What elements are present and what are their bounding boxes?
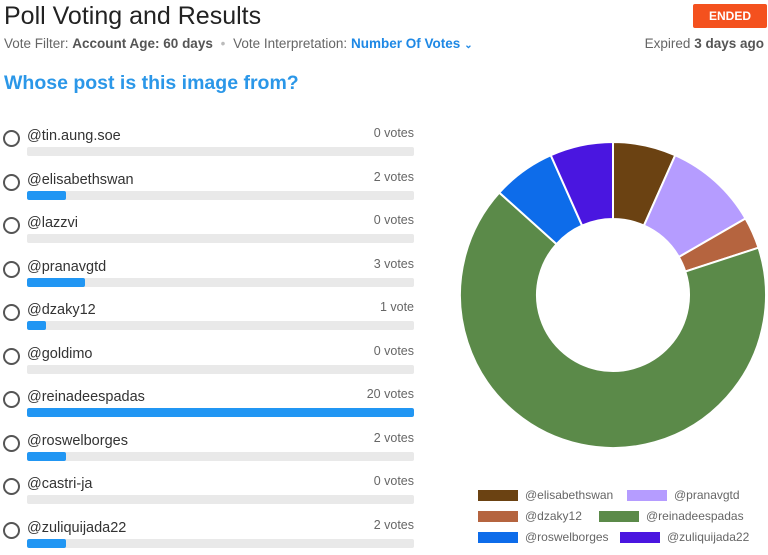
radio-button[interactable]: [3, 434, 20, 452]
legend-label: @reinadeespadas: [646, 509, 744, 523]
radio-button[interactable]: [3, 347, 20, 365]
poll-option[interactable]: @castri-ja 0 votes: [0, 471, 420, 511]
option-votes: 0 votes: [373, 126, 414, 140]
vote-interpretation-dropdown[interactable]: Number Of Votes ⌄: [351, 36, 473, 51]
vote-bar-fill: [27, 190, 66, 200]
option-label: @elisabethswan: [27, 171, 134, 188]
legend-swatch: [478, 510, 518, 522]
legend-item: @dzaky12: [478, 509, 582, 523]
option-votes: 20 votes: [366, 387, 414, 401]
vote-bar-track: [27, 538, 414, 548]
option-label: @reinadeespadas: [27, 389, 145, 405]
option-label: @tin.aung.soe: [27, 128, 121, 144]
vote-bar-track: [27, 234, 414, 243]
poll-option[interactable]: @reinadeespadas 20 votes: [0, 384, 420, 424]
option-label: @lazzvi: [27, 215, 78, 231]
legend-swatch: [478, 489, 518, 501]
radio-button[interactable]: [3, 173, 20, 191]
poll-option[interactable]: @pranavgtd 3 votes: [0, 254, 420, 294]
poll-option[interactable]: @elisabethswan 2 votes: [0, 167, 420, 207]
option-label: @goldimo: [27, 345, 93, 362]
option-label: @dzaky12: [27, 302, 96, 318]
vote-filter-label: Vote Filter:: [4, 36, 69, 51]
vote-bar-track: [27, 495, 414, 504]
option-label: @castri-ja: [27, 476, 93, 492]
legend-swatch: [478, 531, 518, 543]
legend-item: @reinadeespadas: [599, 509, 744, 523]
option-votes: 0 votes: [373, 474, 414, 488]
radio-button[interactable]: [3, 478, 20, 495]
status-badge: ENDED: [693, 4, 767, 28]
radio-button[interactable]: [3, 217, 20, 234]
radio-button[interactable]: [3, 304, 20, 321]
vote-bar-fill: [27, 538, 66, 548]
option-votes: 0 votes: [373, 343, 414, 358]
vote-bar-fill: [27, 321, 47, 330]
radio-button[interactable]: [3, 521, 20, 539]
legend-label: @pranavgtd: [674, 488, 740, 502]
expired-text: Expired 3 days ago: [645, 36, 764, 51]
filter-row: Vote Filter: Account Age: 60 days • Vote…: [4, 36, 473, 51]
option-votes: 2 votes: [373, 430, 414, 445]
poll-question: Whose post is this image from?: [4, 72, 299, 94]
option-label: @zuliquijada22: [27, 519, 127, 536]
expired-prefix: Expired: [644, 36, 691, 51]
chevron-down-icon: ⌄: [464, 40, 473, 51]
option-votes: 2 votes: [373, 517, 414, 532]
option-votes: 0 votes: [373, 213, 414, 227]
legend-item: @pranavgtd: [627, 488, 740, 502]
option-votes: 1 vote: [379, 300, 414, 314]
poll-option[interactable]: @zuliquijada22 2 votes: [0, 515, 420, 555]
poll-option[interactable]: @roswelborges 2 votes: [0, 428, 420, 468]
legend-label: @dzaky12: [525, 509, 582, 523]
vote-bar-track: [27, 190, 414, 200]
vote-interpretation-label: Vote Interpretation:: [233, 36, 348, 51]
poll-option[interactable]: @tin.aung.soe 0 votes: [0, 123, 420, 163]
vote-bar-track: [27, 451, 414, 461]
results-donut-chart: [459, 140, 767, 449]
legend-label: @zuliquijada22: [667, 530, 750, 544]
vote-bar-fill: [27, 408, 414, 417]
radio-button[interactable]: [3, 260, 20, 278]
vote-bar-track: [27, 321, 414, 330]
option-label: @roswelborges: [27, 432, 128, 449]
poll-option[interactable]: @goldimo 0 votes: [0, 341, 420, 381]
donut-slice: [459, 191, 767, 449]
legend-swatch: [599, 510, 639, 522]
vote-bar-fill: [27, 277, 86, 287]
radio-button[interactable]: [3, 130, 20, 147]
option-votes: 3 votes: [373, 256, 414, 271]
donut-slice: [549, 140, 614, 227]
vote-bar-track: [27, 408, 414, 417]
expired-value: 3 days ago: [694, 36, 764, 51]
legend-label: @elisabethswan: [525, 488, 614, 502]
vote-interpretation-value: Number Of Votes: [350, 36, 461, 51]
legend-swatch: [627, 489, 667, 501]
vote-filter-value: Account Age: 60 days: [72, 36, 213, 51]
legend-item: @elisabethswan: [478, 488, 613, 502]
legend-swatch: [620, 531, 660, 543]
vote-bar-track: [27, 364, 414, 374]
page-title: Poll Voting and Results: [4, 2, 262, 30]
vote-bar-track: [27, 147, 414, 156]
option-votes: 2 votes: [373, 169, 414, 184]
legend-item: @roswelborges: [478, 530, 609, 544]
legend-label: @roswelborges: [525, 530, 609, 544]
vote-bar-track: [27, 277, 414, 287]
vote-bar-fill: [27, 451, 66, 461]
option-label: @pranavgtd: [27, 258, 107, 275]
separator-dot: •: [220, 36, 226, 51]
legend-item: @zuliquijada22: [620, 530, 749, 544]
poll-option[interactable]: @lazzvi 0 votes: [0, 210, 420, 250]
poll-option[interactable]: @dzaky12 1 vote: [0, 297, 420, 337]
radio-button[interactable]: [3, 391, 20, 408]
